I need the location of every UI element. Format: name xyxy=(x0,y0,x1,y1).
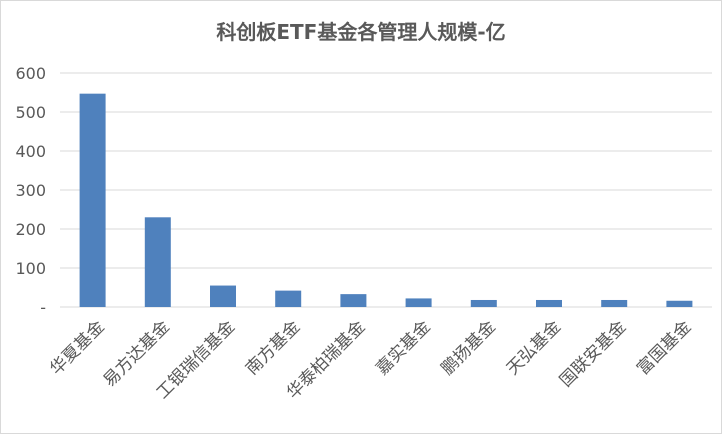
bar-6 xyxy=(405,298,432,307)
x-category-label: 鹏扬基金 xyxy=(438,317,500,379)
x-category-label: 国联安基金 xyxy=(556,317,630,391)
x-category-label: 华夏基金 xyxy=(46,317,108,379)
bar-3 xyxy=(210,285,236,307)
bar-8 xyxy=(536,299,562,307)
bars xyxy=(79,93,693,307)
bar-5 xyxy=(340,294,367,307)
bar-9 xyxy=(601,299,628,307)
bar-2 xyxy=(144,217,171,307)
x-category-label: 南方基金 xyxy=(242,317,304,379)
y-tick-label: 300 xyxy=(15,181,46,200)
x-category-label: 富国基金 xyxy=(633,317,695,379)
y-axis-ticks: - 100 200 300 400 500 600 xyxy=(15,64,46,317)
x-category-label: 嘉实基金 xyxy=(372,317,434,379)
bar-4 xyxy=(275,290,302,307)
x-category-label: 天弘基金 xyxy=(503,317,565,379)
y-tick-label: 200 xyxy=(15,220,46,239)
y-tick-label: 400 xyxy=(15,142,46,161)
bar-1 xyxy=(79,93,106,307)
bar-10 xyxy=(666,300,693,307)
y-tick-label: - xyxy=(40,298,46,317)
bar-7 xyxy=(470,299,497,307)
chart-title: 科创板ETF基金各管理人规模-亿 xyxy=(216,20,506,44)
y-tick-label: 600 xyxy=(15,64,46,83)
y-tick-label: 100 xyxy=(15,259,46,278)
y-tick-label: 500 xyxy=(15,103,46,122)
